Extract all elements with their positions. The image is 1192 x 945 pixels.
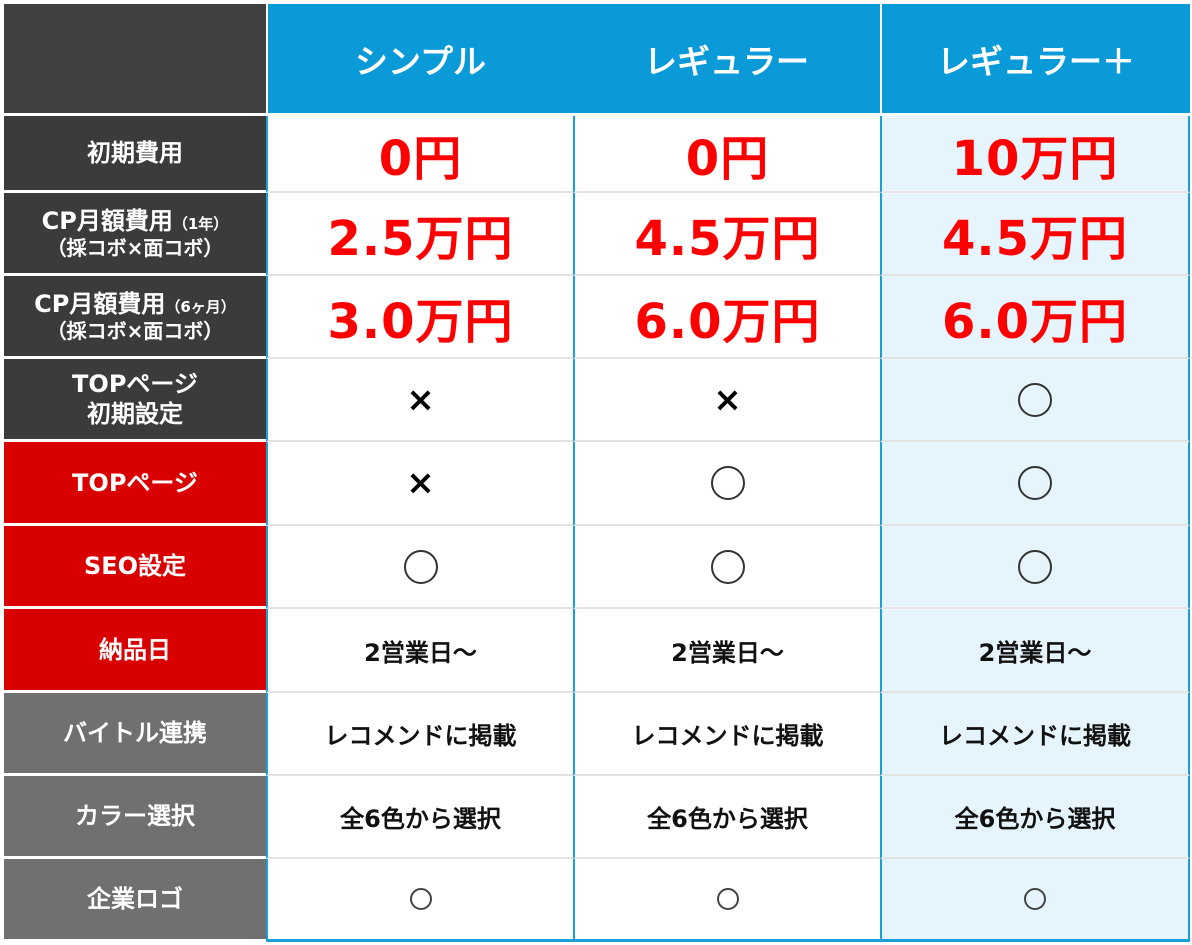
row-label-line2: 初期設定 [87, 400, 183, 428]
row-label-note: （1年） [172, 214, 229, 233]
row-label-main: CP月額費用（6ヶ月） [34, 289, 236, 318]
table-corner [4, 4, 266, 116]
circle-cell [573, 526, 880, 609]
row-label-cp-6month: CP月額費用（6ヶ月） （採コボ×面コボ） [4, 276, 266, 359]
circle-icon [710, 466, 745, 500]
color-cell: 全6色から選択 [573, 776, 880, 859]
plan-header-regular-plus: レギュラー＋ [880, 4, 1190, 116]
circle-cell [880, 526, 1190, 609]
circle-icon [1018, 466, 1052, 500]
color-cell: 全6色から選択 [880, 776, 1190, 859]
row-label-text: SEO設定 [83, 552, 187, 580]
plan-comparison-table: シンプル レギュラー レギュラー＋ 初期費用 0円 0円 10万円 CP月額費用… [4, 4, 1190, 942]
small-circle-icon [1024, 888, 1046, 910]
row-label-text: 初期費用 [87, 139, 183, 167]
circle-cell [266, 526, 573, 609]
row-label-baitoru: バイトル連携 [4, 693, 266, 776]
price-cell: 4.5万円 [880, 193, 1190, 276]
row-label-sub: （採コボ×面コボ） [46, 235, 224, 260]
circle-icon [403, 549, 438, 584]
circle-cell [880, 859, 1190, 942]
circle-cell [880, 359, 1190, 442]
row-label-text: バイトル連携 [63, 719, 207, 747]
cross-icon: × [573, 359, 880, 442]
price-cell: 0円 [573, 116, 880, 193]
delivery-cell: 2営業日～ [573, 609, 880, 693]
cross-icon: × [266, 442, 573, 526]
row-label-delivery: 納品日 [4, 609, 266, 693]
delivery-cell: 2営業日～ [266, 609, 573, 693]
price-cell: 6.0万円 [573, 276, 880, 359]
price-cell: 4.5万円 [573, 193, 880, 276]
baitoru-cell: レコメンドに掲載 [266, 693, 573, 776]
price-cell: 0円 [266, 116, 573, 193]
small-circle-icon [409, 888, 432, 910]
delivery-cell: 2営業日～ [880, 609, 1190, 693]
price-cell: 6.0万円 [880, 276, 1190, 359]
row-label-top-initial: TOPページ 初期設定 [4, 359, 266, 442]
price-cell: 2.5万円 [266, 193, 573, 276]
small-circle-icon [716, 888, 739, 910]
row-label-text: カラー選択 [75, 802, 195, 830]
row-label-note: （6ヶ月） [165, 297, 236, 316]
circle-cell [573, 859, 880, 942]
row-label-initial-cost: 初期費用 [4, 116, 266, 193]
row-label-text: 企業ロゴ [87, 885, 183, 913]
circle-cell [573, 442, 880, 526]
baitoru-cell: レコメンドに掲載 [573, 693, 880, 776]
row-label-main: CP月額費用（1年） [41, 206, 229, 235]
circle-icon [1018, 549, 1052, 584]
price-cell: 3.0万円 [266, 276, 573, 359]
row-label-sub: （採コボ×面コボ） [46, 318, 224, 343]
color-cell: 全6色から選択 [266, 776, 573, 859]
row-label-text: 納品日 [99, 635, 171, 664]
row-label-text: TOPページ [72, 468, 198, 497]
row-label-seo: SEO設定 [4, 526, 266, 609]
cross-icon: × [266, 359, 573, 442]
plan-header-regular: レギュラー [573, 4, 880, 116]
row-label-top-page: TOPページ [4, 442, 266, 526]
circle-icon [710, 549, 745, 584]
circle-cell [880, 442, 1190, 526]
circle-cell [266, 859, 573, 942]
price-cell: 10万円 [880, 116, 1190, 193]
row-label-logo: 企業ロゴ [4, 859, 266, 942]
circle-icon [1018, 382, 1052, 417]
baitoru-cell: レコメンドに掲載 [880, 693, 1190, 776]
row-label-cp-1year: CP月額費用（1年） （採コボ×面コボ） [4, 193, 266, 276]
plan-header-simple: シンプル [266, 4, 573, 116]
row-label-line1: TOPページ [72, 370, 198, 398]
row-label-color: カラー選択 [4, 776, 266, 859]
